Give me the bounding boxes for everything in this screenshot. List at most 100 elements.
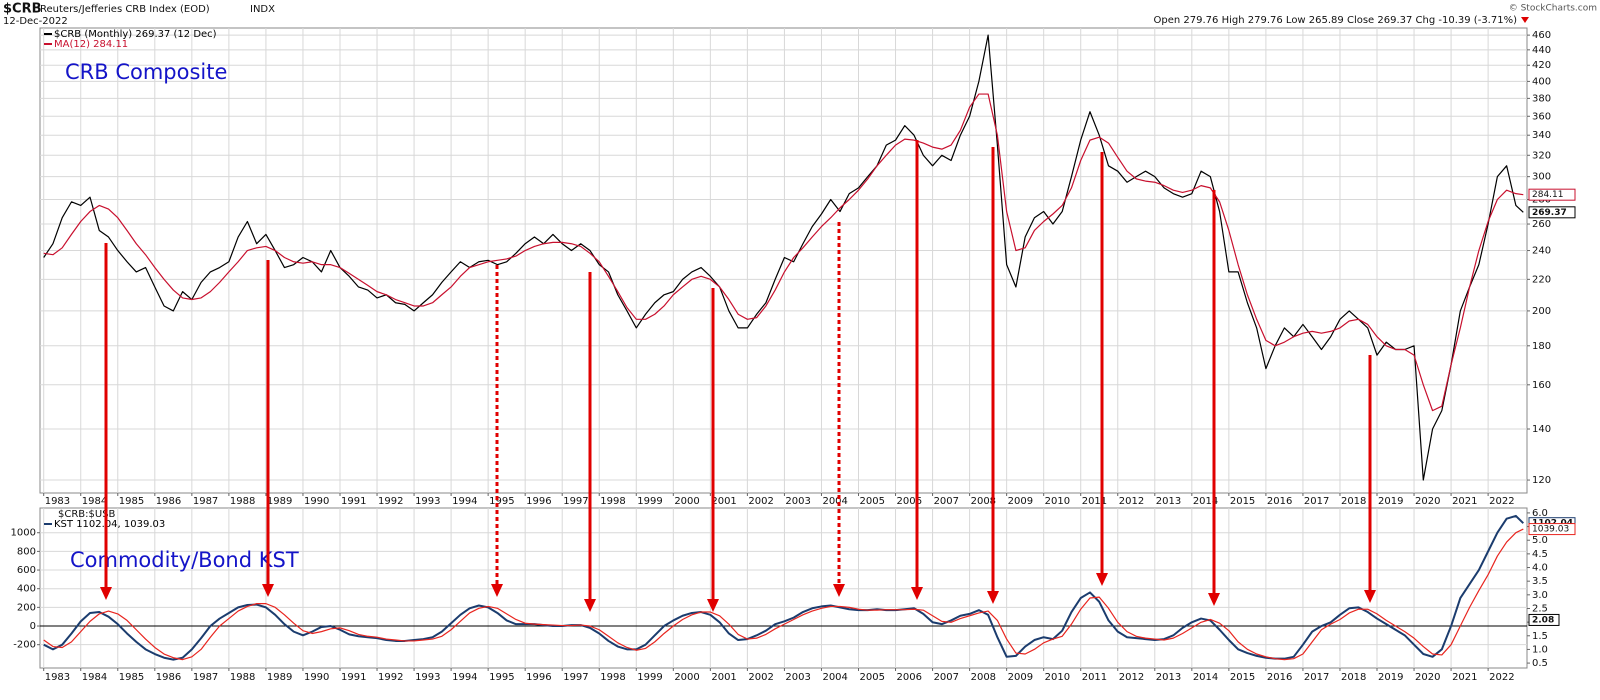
x-tick-label: 2009 xyxy=(1008,496,1033,507)
x-tick-label: 1994 xyxy=(452,496,477,507)
x-tick-label: 2002 xyxy=(748,672,773,683)
x-tick-label: 2014 xyxy=(1193,672,1218,683)
x-tick-label: 1993 xyxy=(415,672,440,683)
panel-annotation: CRB Composite xyxy=(65,60,227,84)
x-tick-label: 1999 xyxy=(637,672,662,683)
index-title: Reuters/Jefferies CRB Index (EOD) xyxy=(40,4,210,15)
x-tick-label: 1985 xyxy=(119,496,144,507)
y2-tick-label: 6.0 xyxy=(1532,508,1548,519)
x-tick-label: 2007 xyxy=(934,496,959,507)
arrow-head xyxy=(1364,590,1376,603)
y-tick-label: 800 xyxy=(17,546,36,557)
arrows xyxy=(100,140,1376,612)
x-tick-label: 2019 xyxy=(1378,496,1403,507)
y2-tick-label: 3.5 xyxy=(1532,576,1548,587)
arrow-head xyxy=(1208,593,1220,606)
x-tick-label: 1998 xyxy=(600,496,625,507)
x-tick-label: 2012 xyxy=(1119,672,1144,683)
x-tick-label: 1989 xyxy=(267,496,292,507)
x-tick-label: 2018 xyxy=(1341,496,1366,507)
last-value-box xyxy=(1528,206,1576,219)
y-tick-label: 1000 xyxy=(11,528,36,539)
legend-label: MA(12) 284.11 xyxy=(54,39,128,50)
x-tick-label: 1995 xyxy=(489,672,514,683)
x-tick-label: 1992 xyxy=(378,496,403,507)
x-tick-label: 2013 xyxy=(1156,672,1181,683)
x-tick-label: 1987 xyxy=(193,672,218,683)
y-tick-label: 420 xyxy=(1532,60,1551,71)
x-tick-label: 1996 xyxy=(526,496,551,507)
arrow-head xyxy=(262,584,274,597)
x-tick-label: 1993 xyxy=(415,496,440,507)
x-tick-label: 2003 xyxy=(785,672,810,683)
x-tick-label: 2004 xyxy=(822,672,847,683)
y-tick-label: -200 xyxy=(13,640,36,651)
down-triangle xyxy=(1521,17,1529,23)
y-tick-label: 120 xyxy=(1532,475,1551,486)
y2-tick-label: 0.5 xyxy=(1532,658,1548,669)
y-tick-label: 360 xyxy=(1532,111,1551,122)
x-tick-label: 1984 xyxy=(82,672,107,683)
x-tick-label: 1988 xyxy=(230,496,255,507)
x-tick-label: 1986 xyxy=(156,496,181,507)
arrow-head xyxy=(911,587,923,600)
x-tick-label: 2020 xyxy=(1415,496,1440,507)
x-tick-label: 2006 xyxy=(897,672,922,683)
x-tick-label: 2021 xyxy=(1452,672,1477,683)
series-line xyxy=(43,34,1524,481)
x-tick-label: 2014 xyxy=(1193,496,1218,507)
x-tick-label: 2007 xyxy=(934,672,959,683)
y-tick-label: 320 xyxy=(1532,150,1551,161)
y-tick-label: 600 xyxy=(17,565,36,576)
x-tick-label: 1999 xyxy=(637,496,662,507)
x-tick-label: 1988 xyxy=(230,672,255,683)
x-tick-label: 1994 xyxy=(452,672,477,683)
x-tick-label: 2022 xyxy=(1489,496,1514,507)
x-tick-label: 2016 xyxy=(1267,672,1292,683)
y-tick-label: 200 xyxy=(17,602,36,613)
x-tick-label: 2001 xyxy=(711,672,736,683)
y-tick-label: 440 xyxy=(1532,45,1551,56)
y-tick-label: 400 xyxy=(17,584,36,595)
x-tick-label: 2012 xyxy=(1119,496,1144,507)
x-tick-label: 1998 xyxy=(600,672,625,683)
legend-label: KST 1102.04, 1039.03 xyxy=(54,519,165,530)
arrow-head xyxy=(491,584,503,597)
x-tick-label: 1990 xyxy=(304,672,329,683)
x-tick-label: 2015 xyxy=(1230,496,1255,507)
x-tick-label: 2017 xyxy=(1304,672,1329,683)
legend-label: $CRB (Monthly) 269.37 (12 Dec) xyxy=(54,29,217,40)
series-line xyxy=(43,93,1524,412)
x-tick-label: 2006 xyxy=(897,496,922,507)
x-tick-label: 1992 xyxy=(378,672,403,683)
arrow-head xyxy=(707,599,719,612)
y-tick-label: 260 xyxy=(1532,219,1551,230)
y2-tick-label: 4.5 xyxy=(1532,549,1548,560)
y2-last-label: 2.08 xyxy=(1532,615,1554,625)
last-value-label: 269.37 xyxy=(1532,208,1567,218)
x-tick-label: 2008 xyxy=(971,672,996,683)
y-tick-label: 140 xyxy=(1532,424,1551,435)
x-tick-label: 1983 xyxy=(45,672,70,683)
x-tick-label: 1986 xyxy=(156,672,181,683)
x-tick-label: 2016 xyxy=(1267,496,1292,507)
plot-area xyxy=(39,507,1528,669)
y2-tick-label: 1.5 xyxy=(1532,631,1548,642)
panel-title: $CRB:$USB xyxy=(58,509,116,520)
y2-tick-label: 2.5 xyxy=(1532,603,1548,614)
x-tick-label: 2022 xyxy=(1489,672,1514,683)
y-tick-label: 160 xyxy=(1532,380,1551,391)
x-tick-label: 2020 xyxy=(1415,672,1440,683)
x-tick-label: 2015 xyxy=(1230,672,1255,683)
quote: Open 279.76 High 279.76 Low 265.89 Close… xyxy=(1154,15,1518,26)
arrow-head xyxy=(987,591,999,604)
last-value-label: 1039.03 xyxy=(1532,525,1569,535)
arrow-head xyxy=(1096,573,1108,586)
y-tick-label: 340 xyxy=(1532,130,1551,141)
x-tick-label: 2000 xyxy=(674,672,699,683)
x-tick-label: 2010 xyxy=(1045,672,1070,683)
x-tick-label: 2003 xyxy=(785,496,810,507)
x-tick-label: 2013 xyxy=(1156,496,1181,507)
credit: © StockCharts.com xyxy=(1509,4,1597,14)
